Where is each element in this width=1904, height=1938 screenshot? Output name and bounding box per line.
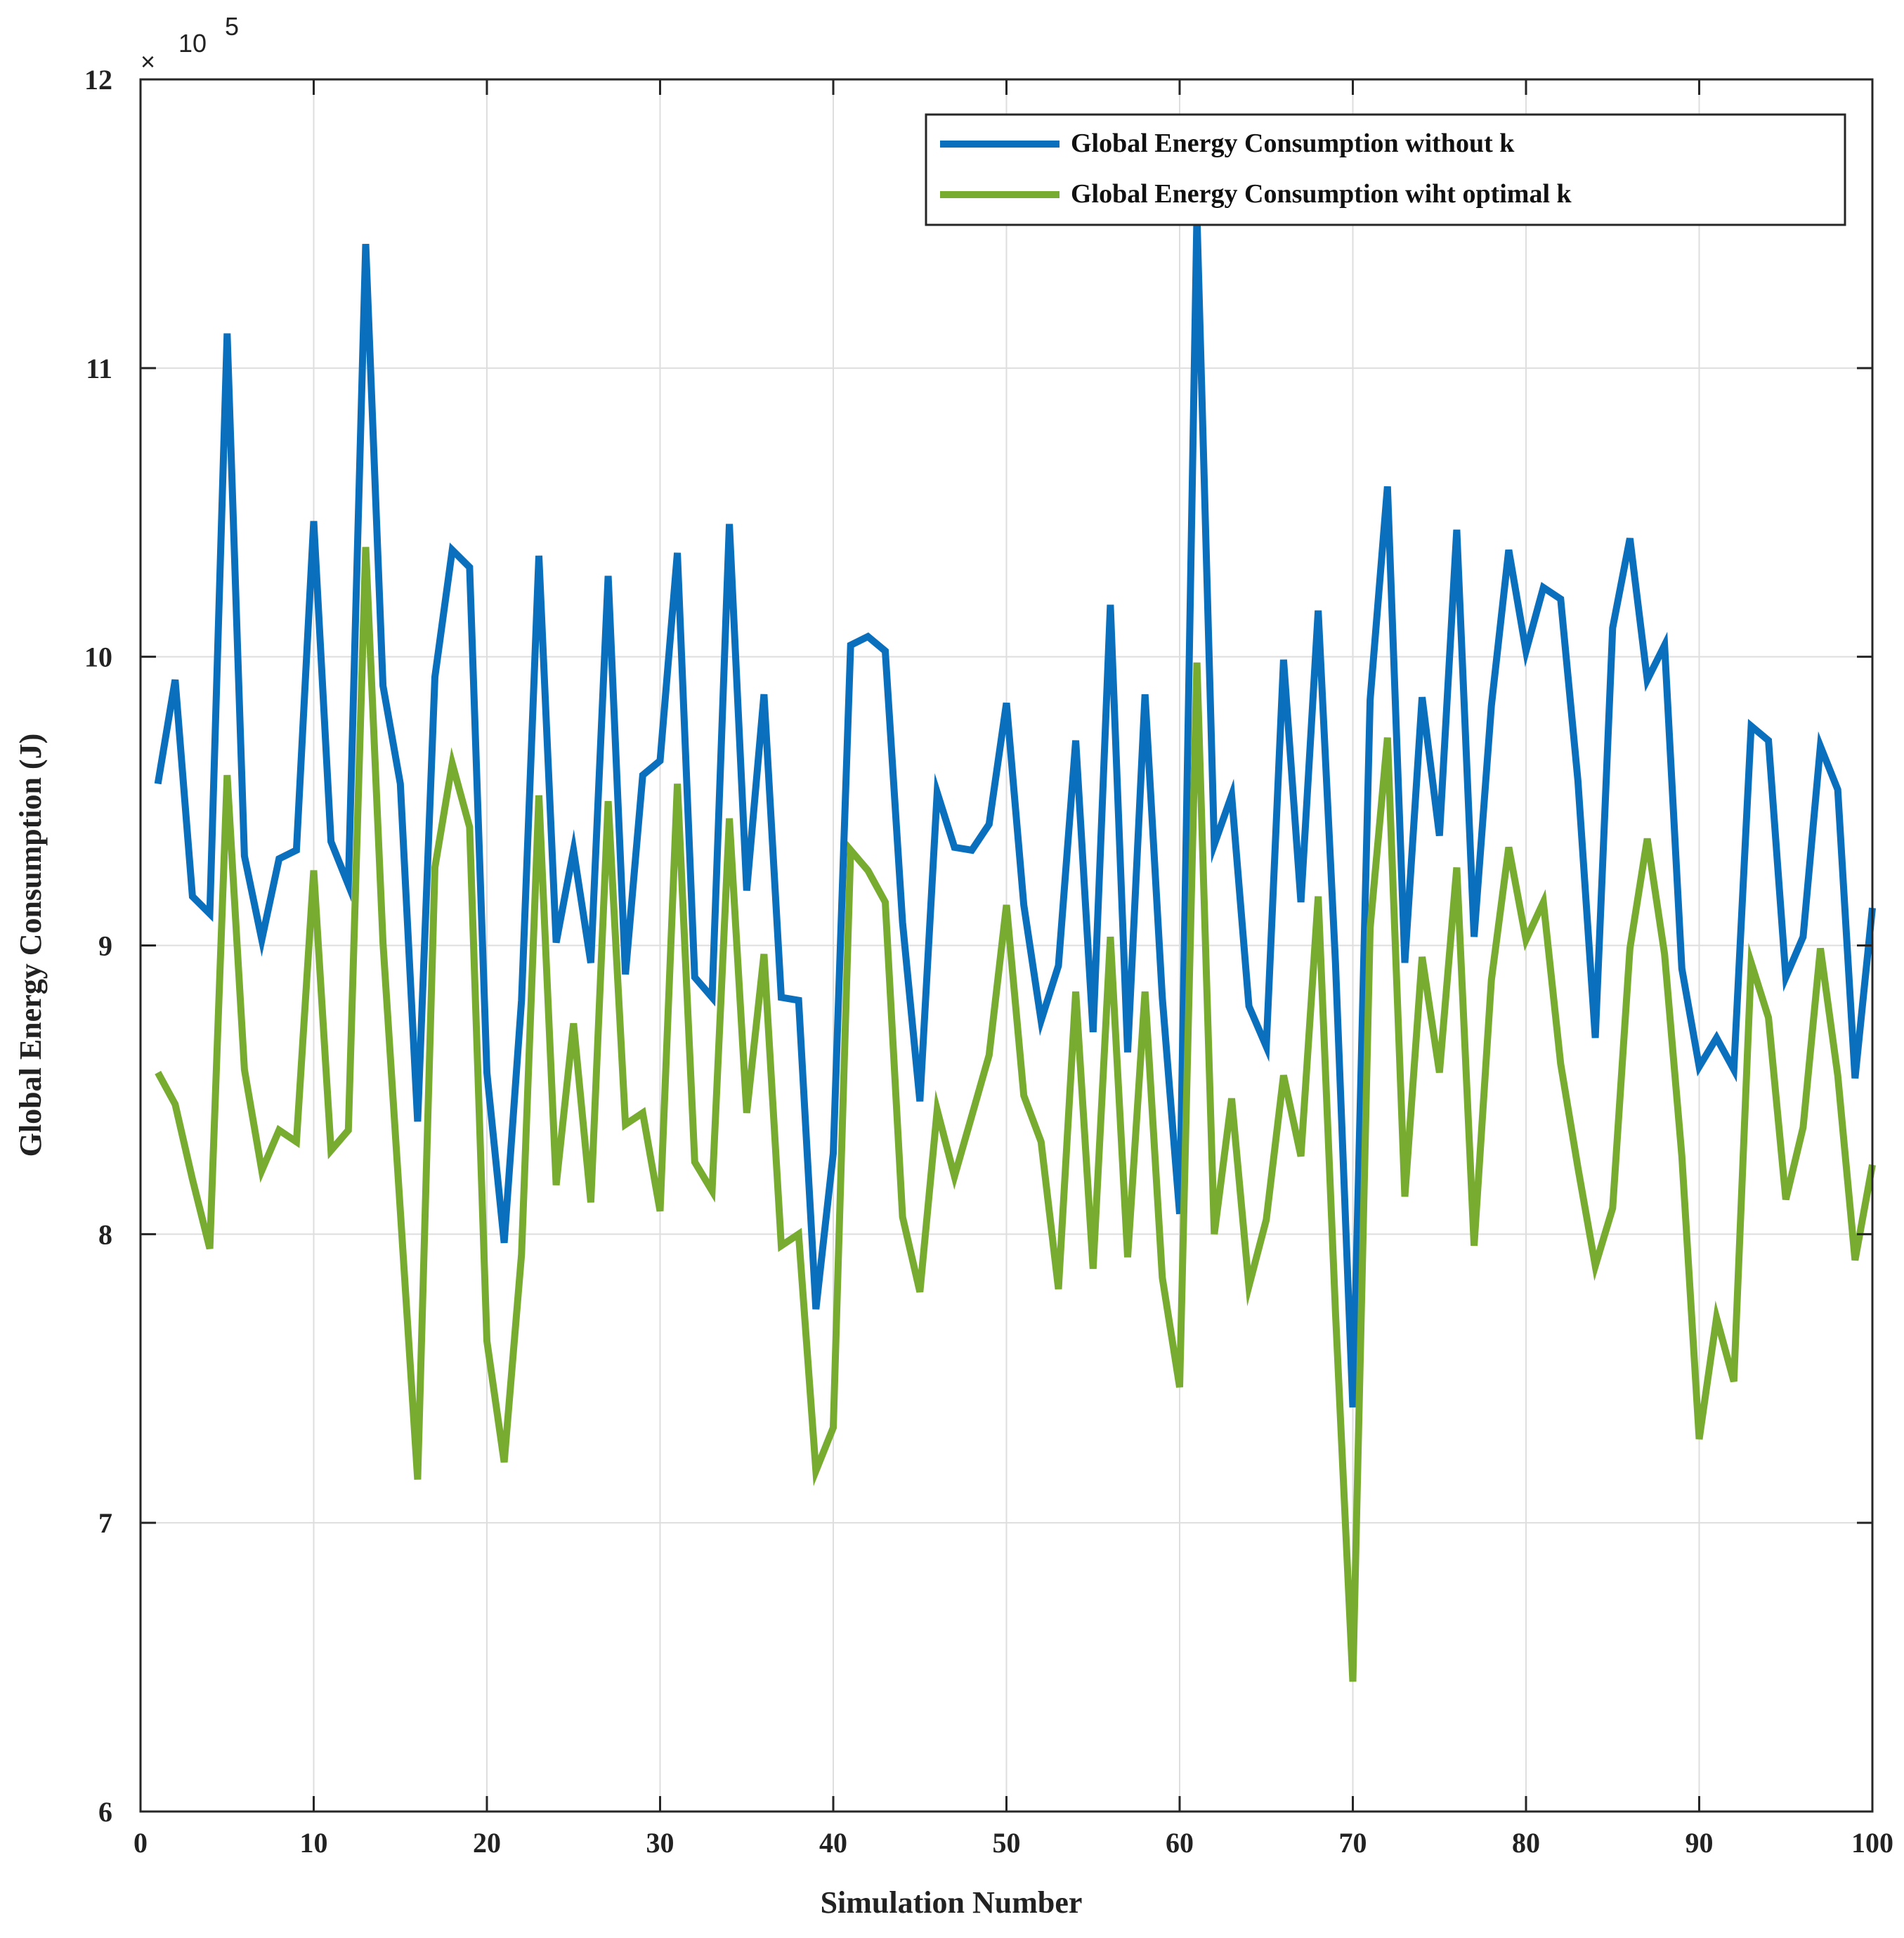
multiplier-symbol: × [141,47,155,76]
multiplier-base: 10 [178,29,207,58]
x-tick-label: 90 [1685,1827,1714,1859]
legend-box [925,113,1846,226]
y-axis-multiplier: × 10 5 [141,12,239,76]
y-axis-title: Global Energy Consumption (J) [13,734,48,1157]
x-tick-label: 100 [1851,1827,1893,1859]
series-line-without-k [154,214,1876,1407]
multiplier-exponent: 5 [225,12,239,41]
plot-area [139,78,1876,1813]
y-tick-label: 11 [86,353,112,384]
y-tick-label: 12 [84,64,112,96]
x-axis-tick-labels: 0 10 20 30 40 50 60 70 80 90 100 [133,1827,1893,1859]
legend-label-optimal-k: Global Energy Consumption wiht optimal k [1071,179,1572,209]
legend-label-without-k: Global Energy Consumption without k [1071,129,1515,158]
y-tick-label: 10 [84,642,112,673]
y-tick-label: 7 [98,1507,112,1539]
axis-ticks [139,78,1874,1813]
x-tick-label: 60 [1166,1827,1194,1859]
y-tick-label: 6 [98,1796,112,1828]
x-axis-title: Simulation Number [821,1885,1083,1920]
y-tick-label: 9 [98,930,112,962]
legend: Global Energy Consumption without k Glob… [925,113,1846,226]
x-tick-label: 30 [646,1827,674,1859]
x-tick-label: 50 [993,1827,1021,1859]
x-tick-label: 0 [133,1827,148,1859]
x-tick-label: 10 [300,1827,328,1859]
y-tick-label: 8 [98,1218,112,1250]
x-tick-label: 40 [819,1827,847,1859]
x-tick-label: 20 [473,1827,501,1859]
series-line-optimal-k [155,547,1876,1682]
series-lines [154,214,1876,1682]
y-axis-tick-labels: 6 7 8 9 10 11 12 [84,64,112,1828]
x-tick-label: 70 [1339,1827,1367,1859]
x-tick-label: 80 [1512,1827,1540,1859]
